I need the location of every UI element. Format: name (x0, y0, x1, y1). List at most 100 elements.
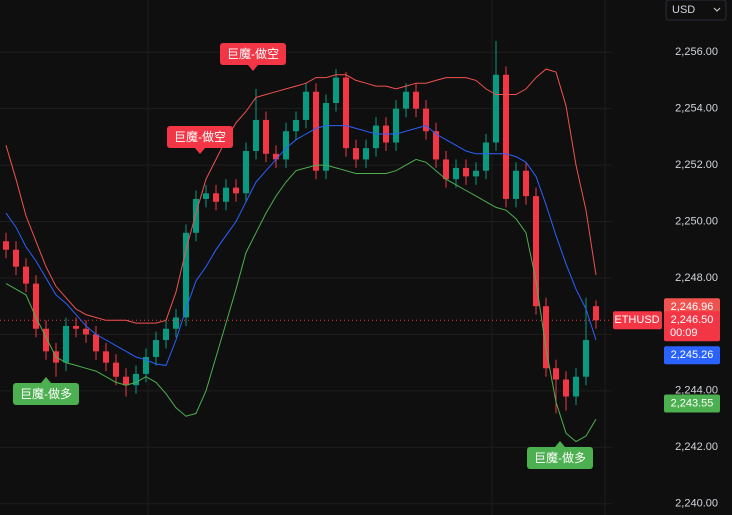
candle-body (293, 119, 299, 132)
candle-body (323, 103, 329, 171)
annotation-text: 巨魔-做多 (534, 450, 586, 465)
y-tick-label: 2,252.00 (675, 159, 718, 171)
symbol: ETHUSD (614, 314, 659, 326)
candle-body (553, 368, 559, 380)
candle-body (273, 153, 279, 160)
candle-body (443, 159, 449, 180)
annotation-pointer (248, 65, 258, 71)
candle-body (393, 108, 399, 143)
candle-body (543, 306, 549, 369)
candle-body (583, 340, 589, 377)
y-tick-label: 2,242.00 (675, 441, 718, 453)
annotation-text: 巨魔-做多 (20, 386, 72, 401)
candle-body (163, 328, 169, 341)
candle-body (243, 150, 249, 194)
annotation-pointer (195, 148, 205, 154)
candle-body (423, 108, 429, 132)
candle-body (143, 356, 149, 374)
candle-body (73, 325, 79, 329)
countdown: 00:09 (670, 327, 698, 339)
candle-body (193, 198, 199, 233)
annotation: 巨魔-做空 (220, 43, 286, 71)
y-tick-label: 2,244.00 (675, 385, 718, 397)
annotation: 巨魔-做空 (167, 126, 233, 154)
candle-body (573, 376, 579, 397)
candle-body (63, 325, 69, 363)
candle-body (363, 148, 369, 160)
currency-box[interactable] (665, 0, 727, 21)
candle-body (453, 167, 459, 180)
candle-body (473, 170, 479, 177)
candle-body (43, 328, 49, 352)
candle-body (523, 170, 529, 197)
candle-body (133, 373, 139, 386)
annotation-pointer (41, 377, 51, 383)
annotation-box (527, 447, 593, 469)
candle-body (83, 328, 89, 335)
last-price-label: 2,246.50 (671, 314, 714, 326)
candle-body (33, 283, 39, 329)
candle-body (213, 193, 219, 202)
annotation-text: 巨魔-做空 (227, 46, 279, 61)
y-tick-label: 2,240.00 (675, 498, 718, 510)
candle-body (343, 77, 349, 149)
symbol-box (613, 311, 662, 330)
candle-body (103, 351, 109, 363)
annotation-box (167, 126, 233, 148)
candle-body (533, 196, 539, 307)
candle-body (483, 142, 489, 171)
annotation-box (220, 43, 286, 65)
candle-body (283, 131, 289, 160)
candle-body (173, 317, 179, 329)
candle-body (433, 131, 439, 160)
candle-body (463, 167, 469, 177)
candle-body (253, 119, 259, 151)
last-price-box (664, 311, 720, 342)
y-tick-label: 2,256.00 (675, 46, 718, 58)
candle-body (123, 376, 129, 386)
annotation-box (13, 383, 79, 405)
candle-body (183, 232, 189, 318)
price-label: 2,243.55 (671, 397, 714, 409)
candle-body (3, 241, 9, 250)
band-line (5, 158, 597, 443)
candle-body (413, 91, 419, 109)
candle-body (203, 193, 209, 199)
candle-body (153, 340, 159, 357)
candle-body (223, 187, 229, 202)
candle-body (493, 74, 499, 143)
candle-body (593, 306, 599, 321)
currency[interactable]: USD (672, 4, 695, 16)
annotation: 巨魔-做多 (527, 441, 593, 469)
band-line (5, 125, 597, 366)
candle-body (373, 125, 379, 149)
annotation-text: 巨魔-做空 (174, 129, 226, 144)
currency-select[interactable]: USD (665, 0, 727, 21)
candle-body (333, 77, 339, 103)
candle-body (513, 170, 519, 199)
candle-body (563, 379, 569, 397)
price-label-box (664, 346, 720, 365)
y-tick-label: 2,248.00 (675, 272, 718, 284)
candle-body (23, 266, 29, 284)
y-tick-label: 2,250.00 (675, 215, 718, 227)
candle-body (353, 148, 359, 160)
candle-body (403, 91, 409, 109)
annotation-pointer (555, 441, 565, 447)
candle-body (113, 362, 119, 377)
candle-body (13, 249, 19, 267)
price-label-box (664, 394, 720, 413)
annotation: 巨魔-做多 (13, 377, 79, 405)
price-label: 2,246.96 (671, 301, 714, 313)
candle-body (263, 119, 269, 154)
candle-body (313, 91, 319, 171)
chevron[interactable] (713, 7, 721, 12)
price-label: 2,245.26 (671, 349, 714, 361)
y-tick-label: 2,254.00 (675, 103, 718, 115)
candle-body (93, 334, 99, 352)
candle-body (503, 74, 509, 199)
candle-body (303, 91, 309, 120)
candle-body (233, 187, 239, 194)
